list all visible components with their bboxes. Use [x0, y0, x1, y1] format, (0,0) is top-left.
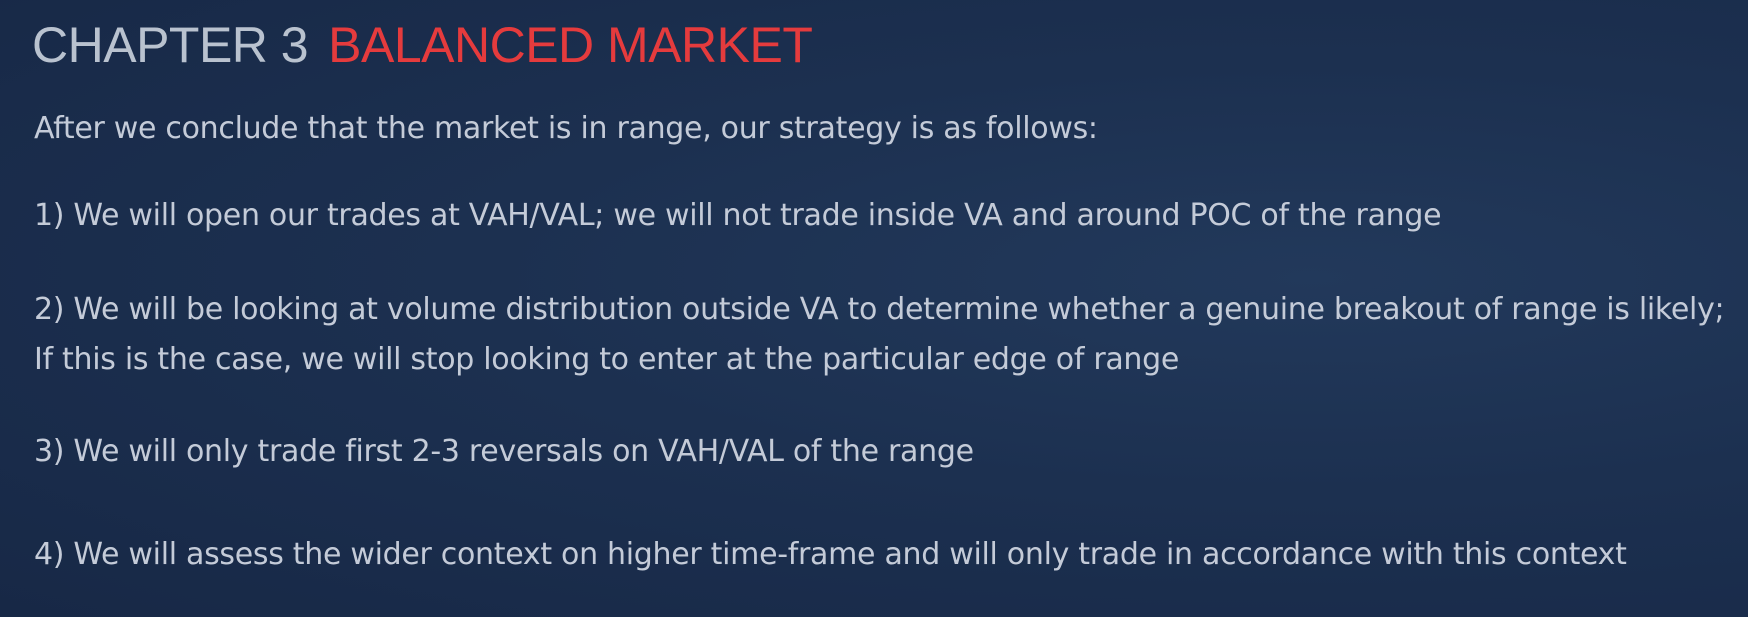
point-3: 3) We will only trade first 2-3 reversal…: [34, 434, 974, 469]
point-4: 4) We will assess the wider context on h…: [34, 537, 1627, 572]
chapter-title: BALANCED MARKET: [328, 17, 813, 73]
point-1: 1) We will open our trades at VAH/VAL; w…: [34, 198, 1442, 233]
point-2-line-1: 2) We will be looking at volume distribu…: [34, 292, 1725, 327]
point-2-line-2: If this is the case, we will stop lookin…: [34, 342, 1180, 377]
chapter-number: CHAPTER 3: [32, 17, 309, 73]
slide-title: CHAPTER 3 BALANCED MARKET: [32, 14, 813, 76]
intro-text: After we conclude that the market is in …: [34, 111, 1098, 146]
